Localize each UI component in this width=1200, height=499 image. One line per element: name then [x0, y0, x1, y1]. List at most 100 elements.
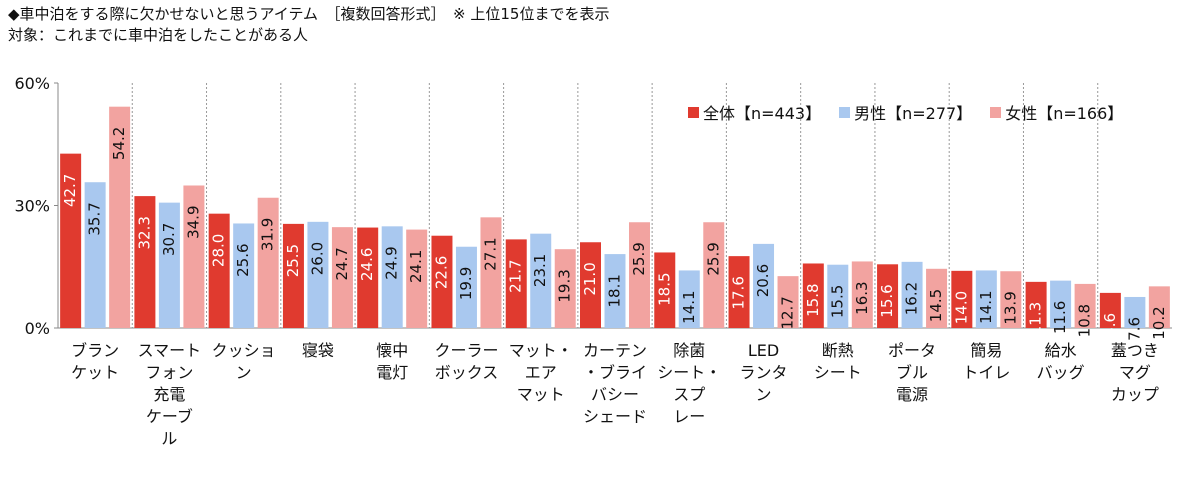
- bar-value-label: 15.8: [804, 283, 822, 316]
- chart-title: ◆車中泊をする際に欠かせないと思うアイテム ［複数回答形式］ ※ 上位15位まで…: [8, 5, 610, 23]
- bar: [431, 235, 453, 328]
- x-tick-label: 寝袋: [302, 341, 334, 360]
- bar: [357, 227, 379, 328]
- bar-value-label: 35.7: [86, 202, 104, 235]
- bar-value-label: 13.9: [1001, 291, 1019, 324]
- bar-value-label: 8.6: [1101, 313, 1119, 337]
- x-tick-label: フォン: [145, 363, 193, 382]
- bar-value-label: 18.1: [606, 274, 624, 307]
- bar: [1099, 292, 1121, 328]
- bar-value-label: 16.3: [853, 281, 871, 314]
- bar: [851, 261, 873, 328]
- bar: [678, 270, 700, 328]
- bar-value-label: 10.8: [1076, 304, 1094, 337]
- bar: [134, 196, 156, 328]
- x-tick-label: トイレ: [962, 363, 1010, 382]
- bar-value-label: 30.7: [160, 223, 178, 256]
- bar: [827, 264, 849, 328]
- bar: [951, 270, 973, 328]
- bar: [703, 222, 725, 328]
- bar-value-label: 27.1: [481, 237, 499, 270]
- x-tick-label: LED: [748, 341, 779, 360]
- bar: [331, 227, 353, 328]
- bar: [233, 223, 255, 328]
- legend-item-male: 男性【n=277】: [839, 100, 972, 124]
- bar-value-label: 17.6: [730, 276, 748, 309]
- legend-label-male: 男性【n=277】: [854, 104, 973, 123]
- bar: [975, 270, 997, 328]
- x-tick-label: ブル: [896, 363, 928, 382]
- x-tick-label: シェード: [583, 407, 647, 426]
- bar-value-label: 14.0: [952, 291, 970, 324]
- bar-value-label: 7.6: [1125, 317, 1143, 341]
- legend-item-female: 女性【n=166】: [990, 100, 1123, 124]
- bar: [1148, 286, 1170, 328]
- x-tick-label: カップ: [1111, 385, 1159, 404]
- bar: [381, 226, 403, 328]
- x-tick-label: マット・: [509, 341, 573, 360]
- bar-value-label: 21.0: [581, 262, 599, 295]
- bar: [554, 249, 576, 328]
- bar-value-label: 25.6: [234, 243, 252, 276]
- x-tick-label: 給水: [1045, 341, 1077, 360]
- bar: [580, 242, 601, 328]
- bar: [1074, 283, 1096, 328]
- bar-value-label: 25.9: [630, 242, 648, 275]
- legend-swatch-male: [839, 106, 851, 118]
- chart-legend: 全体【n=443】 男性【n=277】 女性【n=166】: [688, 100, 1123, 124]
- bar-value-label: 22.6: [432, 256, 450, 289]
- bar: [208, 213, 230, 328]
- x-tick-label: マグ: [1119, 363, 1151, 382]
- bar-value-label: 24.1: [407, 250, 425, 283]
- bar: [777, 276, 799, 328]
- bar-value-label: 11.3: [1027, 302, 1045, 335]
- bar: [1124, 296, 1146, 328]
- bar: [158, 202, 180, 328]
- x-tick-label: ポータ: [888, 341, 936, 360]
- x-tick-label: ン: [236, 363, 252, 382]
- legend-item-total: 全体【n=443】: [688, 100, 821, 124]
- bar: [753, 243, 775, 328]
- bar: [1050, 280, 1072, 328]
- x-tick-label: ン: [756, 385, 772, 404]
- legend-label-female: 女性【n=166】: [1005, 104, 1124, 123]
- bar: [654, 252, 676, 328]
- bar-value-label: 28.0: [210, 234, 228, 267]
- bar-value-label: 24.9: [383, 246, 401, 279]
- bar-value-label: 16.2: [903, 282, 921, 315]
- x-tick-label: 懐中: [376, 341, 408, 360]
- bar: [877, 264, 899, 328]
- x-tick-label: 簡易: [970, 341, 1002, 360]
- bar: [728, 256, 750, 328]
- x-tick-label: ボックス: [435, 363, 499, 382]
- x-tick-label: ケット: [71, 363, 119, 382]
- x-tick-label: 除菌: [673, 341, 705, 360]
- bar-value-label: 15.6: [878, 284, 896, 317]
- bar: [604, 254, 626, 328]
- bar-value-label: 24.7: [333, 247, 351, 280]
- bar-value-label: 14.1: [977, 290, 995, 323]
- bar: [307, 221, 329, 328]
- x-tick-label: 電源: [896, 385, 928, 404]
- bar-value-label: 25.9: [704, 242, 722, 275]
- bar-value-label: 11.6: [1051, 301, 1069, 334]
- bar-value-label: 20.6: [754, 264, 772, 297]
- bar: [480, 217, 502, 328]
- bar: [60, 153, 82, 328]
- x-tick-label: シート・: [657, 363, 721, 382]
- bar-value-label: 31.9: [259, 218, 277, 251]
- bar-value-label: 21.7: [507, 259, 525, 292]
- x-tick-label: 充電: [153, 385, 185, 404]
- bar-value-label: 24.6: [358, 248, 376, 281]
- x-tick-label: クッショ: [212, 341, 276, 360]
- legend-label-total: 全体【n=443】: [703, 104, 822, 123]
- x-tick-label: ケーブ: [146, 407, 193, 426]
- bar-value-label: 42.7: [61, 174, 79, 207]
- x-tick-label: スマート: [138, 341, 202, 360]
- bar: [1000, 271, 1022, 328]
- bar: [84, 182, 106, 328]
- y-tick-label: 0%: [25, 319, 50, 338]
- bar: [901, 261, 923, 328]
- x-tick-label: ル: [161, 429, 177, 448]
